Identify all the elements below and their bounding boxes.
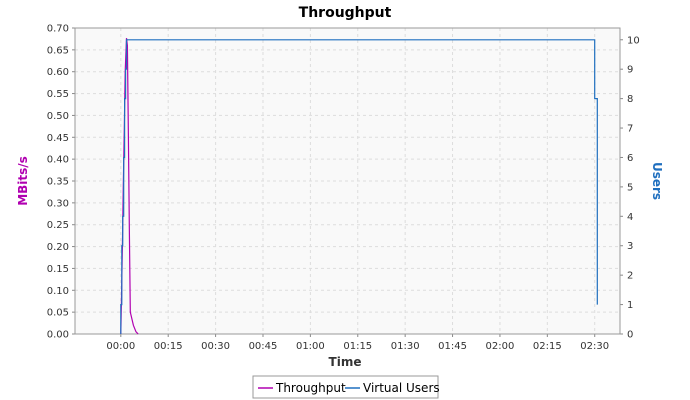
left-tick-label: 0.10 [47, 286, 69, 297]
x-tick-label: 00:45 [249, 341, 278, 352]
left-tick-label: 0.40 [47, 155, 69, 166]
series-lines [120, 38, 598, 335]
left-tick-label: 0.50 [47, 111, 69, 122]
x-tick-label: 01:45 [438, 341, 467, 352]
left-tick-label: 0.70 [47, 24, 69, 35]
right-tick-label: 7 [627, 124, 633, 135]
right-tick-label: 10 [627, 35, 640, 46]
legend-label-throughput: Throughput [275, 381, 346, 395]
left-tick-label: 0.00 [47, 330, 69, 341]
left-tick-label: 0.15 [47, 264, 69, 275]
x-tick-label: 00:30 [201, 341, 230, 352]
left-tick-label: 0.55 [47, 89, 69, 100]
grid-lines [75, 27, 620, 335]
legend-box [252, 375, 439, 399]
axes: 0.00 0.05 0.10 0.15 0.20 0.25 0.30 0.35 0.40 0.45… [47, 24, 640, 353]
left-axis-title: MBits/s [16, 156, 30, 206]
right-tick-label: 2 [627, 271, 633, 282]
right-tick-label: 4 [627, 212, 633, 223]
right-tick-label: 9 [627, 65, 633, 76]
left-tick-label: 0.30 [47, 198, 69, 209]
right-tick-label: 5 [627, 182, 633, 193]
right-tick-label: 0 [627, 330, 633, 341]
x-tick-label: 02:15 [533, 341, 562, 352]
left-tick-label: 0.25 [47, 220, 69, 231]
left-tick-label: 0.20 [47, 242, 69, 253]
right-tick-label: 1 [627, 300, 633, 311]
chart-title: Throughput [299, 5, 392, 21]
left-tick-label: 0.45 [47, 133, 69, 144]
x-tick-label: 01:30 [391, 341, 420, 352]
x-tick-label: 02:30 [580, 341, 609, 352]
series-line-virtual-users [120, 39, 598, 334]
x-tick-label: 01:15 [343, 341, 372, 352]
left-tick-label: 0.60 [47, 67, 69, 78]
left-tick-label: 0.35 [47, 177, 69, 188]
x-axis-title: Time [329, 355, 362, 369]
x-tick-label: 01:00 [296, 341, 325, 352]
legend-label-virtual-users: Virtual Users [363, 381, 440, 395]
left-tick-label: 0.65 [47, 45, 69, 56]
x-tick-label: 02:00 [486, 341, 515, 352]
plot-border [74, 27, 621, 335]
right-axis-title: Users [650, 162, 664, 200]
legend: Throughput Virtual Users [252, 375, 440, 399]
x-tick-label: 00:00 [106, 341, 135, 352]
x-tick-label: 00:15 [154, 341, 183, 352]
right-tick-label: 6 [627, 153, 633, 164]
right-tick-label: 3 [627, 241, 633, 252]
left-tick-label: 0.05 [47, 308, 69, 319]
right-tick-label: 8 [627, 94, 633, 105]
